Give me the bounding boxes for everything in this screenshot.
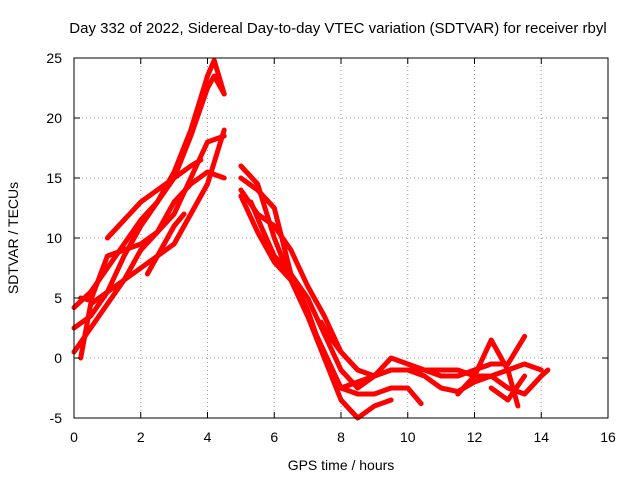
series-arc-5	[78, 127, 227, 361]
series-arc-13	[455, 337, 521, 409]
axes: 0 2 4 6 8 10 12 14 16 -5 0 5 10 15 20 25	[46, 50, 616, 445]
series-arc-4	[78, 169, 227, 303]
series-layer	[71, 57, 551, 421]
series-arc-15	[318, 319, 344, 355]
x-tick-label: 4	[204, 429, 212, 445]
series-arc-14	[488, 373, 528, 403]
x-tick-label: 16	[600, 429, 616, 445]
series-arc-7	[104, 157, 204, 241]
x-tick-label: 0	[70, 429, 78, 445]
grid	[74, 58, 608, 418]
y-tick-label: 0	[54, 350, 62, 366]
x-tick-label: 8	[337, 429, 345, 445]
chart-title: Day 332 of 2022, Sidereal Day-to-day VTE…	[69, 20, 606, 37]
series-arc-2	[71, 57, 227, 331]
series-arc-10	[238, 187, 528, 379]
x-tick-label: 6	[270, 429, 278, 445]
y-tick-label: 5	[54, 290, 62, 306]
y-tick-label: 15	[46, 170, 62, 186]
series-arc-3	[71, 133, 227, 355]
y-axis-label: SDTVAR / TECUs	[5, 182, 21, 294]
x-tick-label: 10	[400, 429, 416, 445]
x-tick-label: 2	[137, 429, 145, 445]
series-arc-12	[238, 193, 394, 421]
x-tick-label: 12	[467, 429, 483, 445]
x-tick-label: 14	[533, 429, 549, 445]
series-arc-6	[144, 211, 187, 277]
y-tick-label: -5	[50, 410, 63, 426]
y-tick-label: 10	[46, 230, 62, 246]
x-axis-label: GPS time / hours	[288, 457, 395, 473]
y-tick-label: 25	[46, 50, 62, 66]
y-tick-label: 20	[46, 110, 62, 126]
